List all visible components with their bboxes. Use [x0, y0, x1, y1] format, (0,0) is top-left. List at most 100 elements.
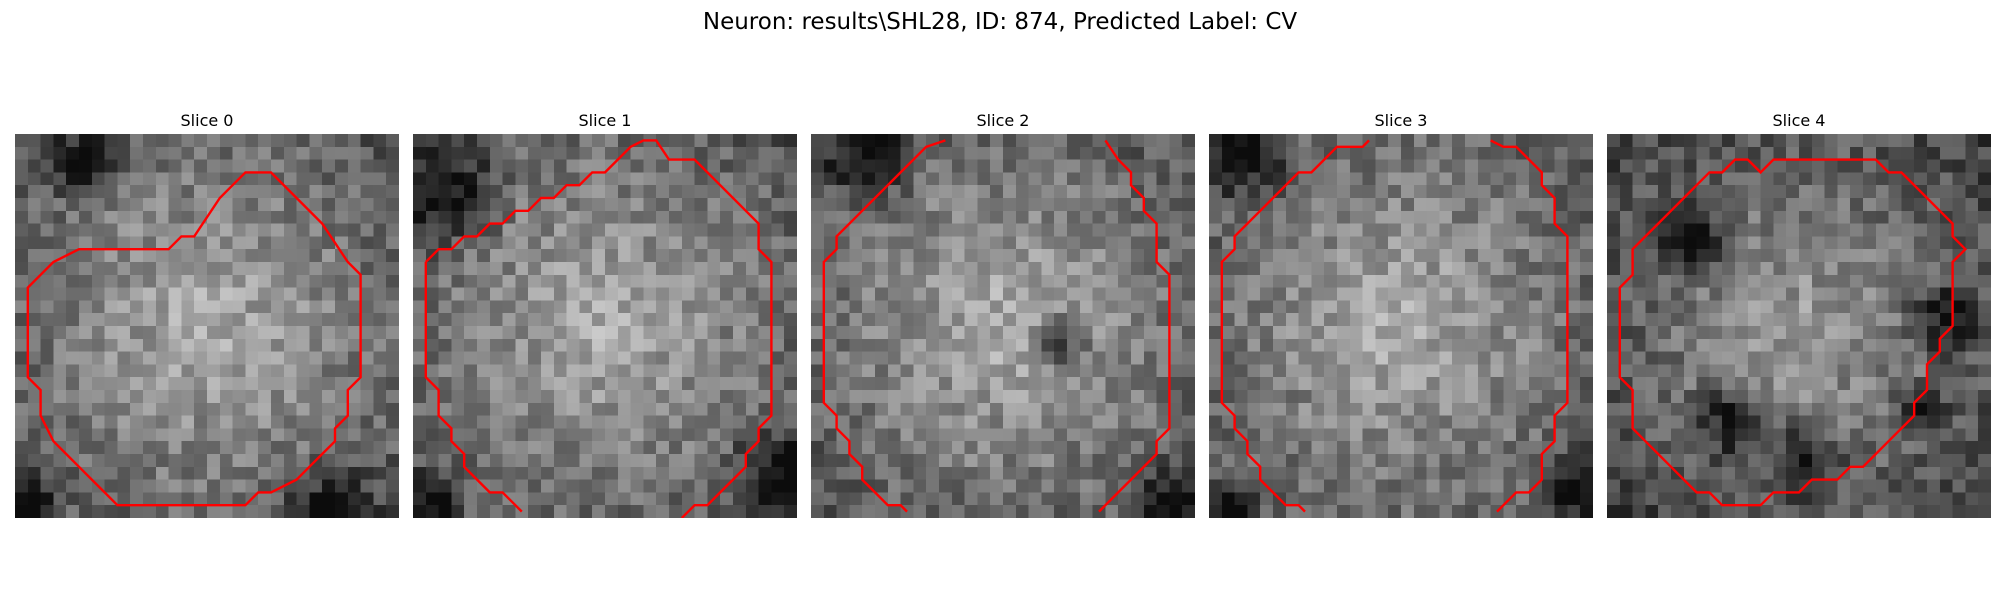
image-pixel [477, 236, 490, 249]
image-pixel [258, 467, 271, 480]
image-pixel [1953, 313, 1966, 326]
image-pixel [990, 185, 1003, 198]
image-pixel [1388, 505, 1401, 518]
image-pixel [1812, 300, 1825, 313]
image-pixel [1131, 275, 1144, 288]
image-pixel [746, 416, 759, 429]
image-pixel [1633, 160, 1646, 173]
image-pixel [1940, 313, 1953, 326]
image-pixel [1260, 288, 1273, 301]
image-pixel [631, 211, 644, 224]
image-pixel [41, 339, 54, 352]
image-pixel [361, 416, 374, 429]
image-pixel [1209, 390, 1222, 403]
image-pixel [1041, 339, 1054, 352]
image-pixel [1182, 300, 1195, 313]
image-pixel [515, 364, 528, 377]
image-pixel [1697, 134, 1710, 147]
image-pixel [1286, 224, 1299, 237]
image-pixel [1222, 134, 1235, 147]
image-pixel [1465, 467, 1478, 480]
image-pixel [1324, 224, 1337, 237]
image-pixel [1169, 441, 1182, 454]
image-pixel [528, 300, 541, 313]
image-pixel [977, 172, 990, 185]
image-pixel [1182, 172, 1195, 185]
image-pixel [1671, 160, 1684, 173]
image-pixel [1427, 390, 1440, 403]
image-pixel [1414, 134, 1427, 147]
image-pixel [862, 339, 875, 352]
image-pixel [1709, 249, 1722, 262]
image-pixel [901, 211, 914, 224]
image-pixel [1363, 211, 1376, 224]
image-pixel [862, 224, 875, 237]
image-pixel [28, 441, 41, 454]
image-pixel [1427, 480, 1440, 493]
image-pixel [1567, 211, 1580, 224]
image-pixel [1478, 377, 1491, 390]
image-pixel [515, 160, 528, 173]
image-pixel [1529, 134, 1542, 147]
image-pixel [1016, 377, 1029, 390]
image-pixel [1182, 441, 1195, 454]
slice-3-title: Slice 3 [1209, 108, 1593, 134]
image-pixel [92, 275, 105, 288]
image-pixel [117, 377, 130, 390]
image-pixel [1620, 262, 1633, 275]
image-pixel [1144, 352, 1157, 365]
image-pixel [1965, 275, 1978, 288]
image-pixel [386, 467, 399, 480]
image-pixel [413, 160, 426, 173]
image-pixel [66, 211, 79, 224]
image-pixel [1633, 454, 1646, 467]
image-pixel [1684, 352, 1697, 365]
image-pixel [784, 262, 797, 275]
image-pixel [1350, 454, 1363, 467]
image-pixel [1311, 262, 1324, 275]
image-pixel [1671, 172, 1684, 185]
image-pixel [1773, 467, 1786, 480]
image-pixel [490, 198, 503, 211]
image-pixel [1645, 416, 1658, 429]
image-pixel [1299, 390, 1312, 403]
image-pixel [1286, 390, 1299, 403]
image-pixel [669, 480, 682, 493]
image-pixel [322, 275, 335, 288]
image-pixel [1722, 364, 1735, 377]
image-pixel [1209, 249, 1222, 262]
image-pixel [1157, 288, 1170, 301]
image-pixel [939, 288, 952, 301]
image-pixel [707, 313, 720, 326]
image-pixel [888, 480, 901, 493]
image-pixel [130, 198, 143, 211]
image-pixel [245, 390, 258, 403]
image-pixel [1067, 288, 1080, 301]
image-pixel [233, 480, 246, 493]
image-pixel [811, 300, 824, 313]
image-pixel [849, 480, 862, 493]
image-pixel [965, 147, 978, 160]
image-pixel [1067, 505, 1080, 518]
image-pixel [1940, 236, 1953, 249]
image-pixel [1876, 185, 1889, 198]
image-pixel [977, 249, 990, 262]
image-pixel [220, 364, 233, 377]
image-pixel [373, 416, 386, 429]
image-pixel [643, 377, 656, 390]
image-pixel [1299, 262, 1312, 275]
image-pixel [1299, 326, 1312, 339]
image-pixel [1311, 403, 1324, 416]
image-pixel [1786, 480, 1799, 493]
image-pixel [1607, 160, 1620, 173]
image-pixel [1503, 236, 1516, 249]
image-pixel [1503, 377, 1516, 390]
image-pixel [1542, 352, 1555, 365]
image-pixel [503, 339, 516, 352]
image-pixel [1465, 224, 1478, 237]
image-pixel [1555, 300, 1568, 313]
image-pixel [117, 198, 130, 211]
image-pixel [1491, 352, 1504, 365]
image-pixel [977, 211, 990, 224]
image-pixel [1067, 492, 1080, 505]
